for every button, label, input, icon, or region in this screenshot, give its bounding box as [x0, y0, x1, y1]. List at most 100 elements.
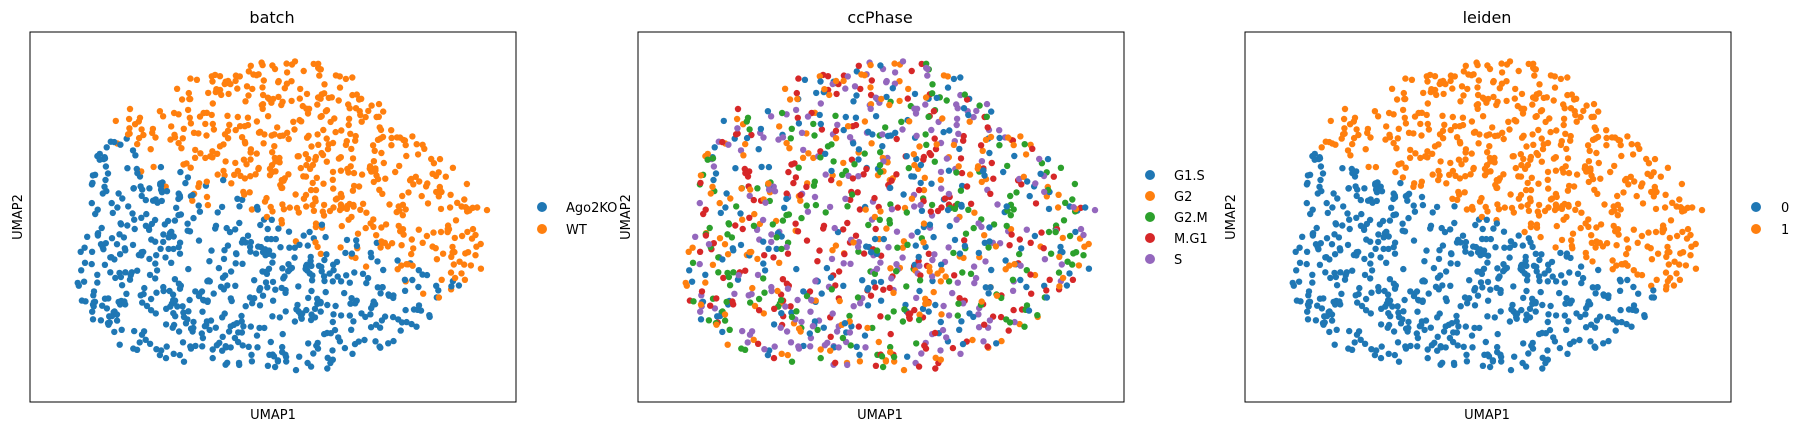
data-point — [419, 239, 426, 246]
data-point — [152, 134, 159, 141]
data-point — [1573, 118, 1580, 125]
data-point — [915, 363, 923, 370]
data-point — [446, 204, 454, 211]
data-point — [102, 163, 110, 170]
data-point — [1484, 62, 1491, 69]
data-point — [1341, 125, 1348, 132]
data-point — [208, 73, 215, 80]
legend: 0 1 — [1751, 201, 1789, 238]
data-point — [1486, 363, 1494, 371]
data-point — [754, 271, 762, 279]
data-point — [309, 272, 316, 279]
data-point — [402, 141, 409, 149]
data-point — [887, 330, 894, 338]
data-point — [461, 276, 469, 283]
data-point — [750, 336, 757, 343]
data-point — [880, 235, 887, 243]
data-point — [280, 206, 288, 213]
data-point — [844, 361, 851, 369]
data-point — [981, 232, 988, 239]
data-point — [256, 324, 263, 332]
data-point — [898, 118, 905, 126]
data-point — [689, 259, 697, 266]
data-point — [1016, 250, 1023, 258]
data-point — [1304, 179, 1311, 187]
data-point — [228, 297, 235, 305]
data-point — [1657, 173, 1665, 180]
data-point — [749, 284, 756, 292]
data-point — [271, 143, 278, 150]
data-point — [1536, 256, 1543, 264]
data-point — [1676, 196, 1683, 203]
data-point — [1349, 267, 1356, 274]
data-point — [138, 126, 145, 133]
data-point — [1612, 327, 1619, 334]
data-point — [281, 85, 288, 92]
data-point — [930, 288, 937, 296]
data-point — [1537, 233, 1544, 241]
data-point — [420, 290, 427, 297]
data-point — [1498, 358, 1505, 365]
data-point — [824, 143, 832, 150]
data-point — [1561, 279, 1569, 286]
data-point — [354, 230, 362, 237]
data-point — [1550, 155, 1558, 162]
data-point — [793, 265, 800, 273]
data-point — [1558, 205, 1566, 212]
data-point — [209, 154, 216, 161]
data-point — [153, 267, 161, 274]
data-point — [464, 249, 472, 256]
data-point — [742, 169, 749, 177]
data-point — [1470, 243, 1477, 250]
data-point — [179, 339, 187, 346]
data-point — [1351, 339, 1358, 346]
data-point — [270, 353, 278, 360]
data-point — [930, 233, 937, 241]
data-point — [349, 350, 356, 357]
data-point — [803, 202, 810, 209]
data-point — [234, 195, 241, 202]
data-point — [1367, 310, 1375, 317]
data-point — [162, 354, 170, 362]
data-point — [1404, 197, 1411, 204]
data-point — [170, 310, 177, 317]
data-point — [867, 292, 875, 299]
data-point — [940, 302, 947, 310]
data-point — [232, 126, 239, 134]
data-point — [1576, 336, 1583, 344]
data-point — [1518, 203, 1525, 210]
data-point — [1545, 261, 1552, 268]
data-point — [337, 244, 344, 251]
data-point — [1440, 328, 1448, 335]
data-point — [933, 141, 940, 148]
data-point — [747, 299, 754, 306]
data-point — [916, 143, 923, 150]
data-point — [941, 195, 949, 202]
data-point — [142, 196, 149, 204]
data-point — [754, 185, 761, 192]
data-point — [852, 114, 860, 121]
data-point — [400, 231, 407, 238]
data-point — [918, 350, 925, 357]
data-point — [330, 185, 337, 192]
data-point — [904, 241, 911, 248]
data-point — [844, 203, 851, 210]
data-point — [124, 222, 131, 229]
data-point — [1616, 276, 1624, 283]
data-point — [1679, 228, 1686, 236]
data-point — [1050, 173, 1058, 180]
data-point — [1077, 225, 1085, 233]
data-point — [1303, 248, 1311, 255]
data-point — [282, 308, 289, 315]
data-point — [1424, 78, 1431, 85]
data-point — [860, 171, 867, 178]
data-point — [963, 183, 971, 190]
data-point — [1435, 167, 1442, 175]
data-point — [345, 115, 353, 123]
data-point — [159, 113, 167, 120]
data-point — [345, 169, 352, 176]
data-point — [1022, 151, 1030, 158]
data-point — [1003, 222, 1010, 230]
data-point — [737, 241, 745, 249]
data-point — [893, 268, 900, 275]
